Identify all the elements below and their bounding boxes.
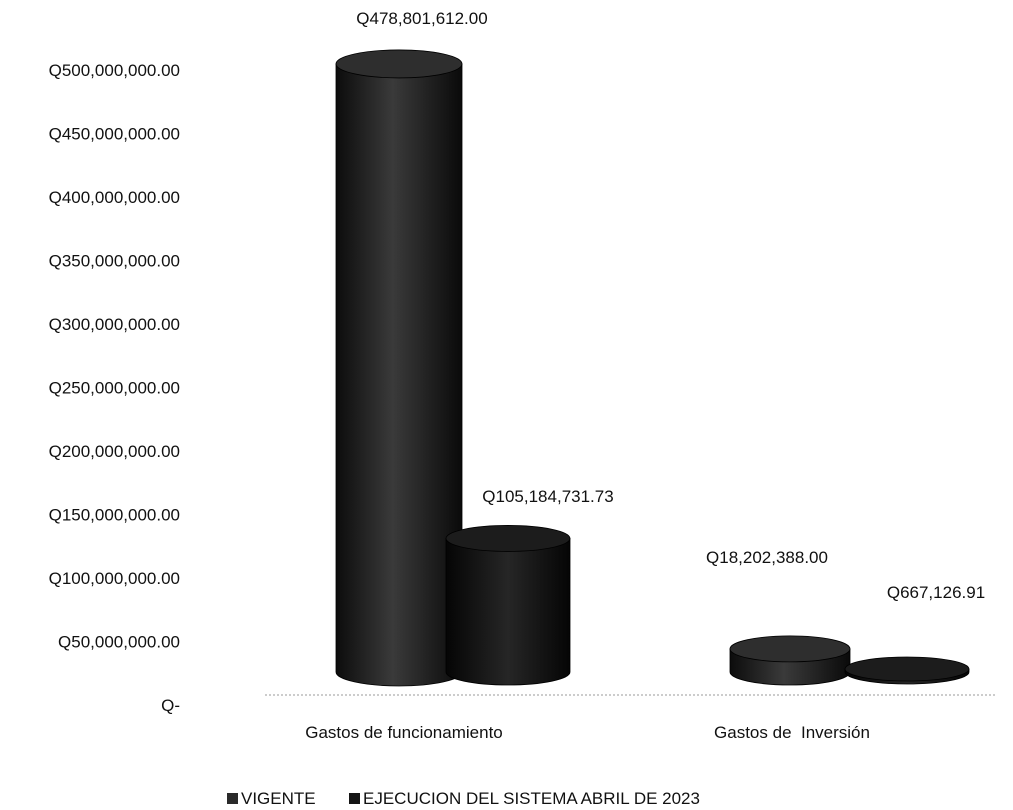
cylinder-top xyxy=(844,656,970,682)
y-tick-label: Q500,000,000.00 xyxy=(49,61,180,80)
legend-swatch xyxy=(227,793,238,804)
legend-label: EJECUCION DEL SISTEMA ABRIL DE 2023 xyxy=(363,789,700,808)
data-label: Q105,184,731.73 xyxy=(482,487,613,506)
data-label: Q667,126.91 xyxy=(887,583,985,602)
y-tick-label: Q400,000,000.00 xyxy=(49,188,180,207)
legend-label: VIGENTE xyxy=(241,789,316,808)
y-tick-label: Q100,000,000.00 xyxy=(49,569,180,588)
cylinder-top xyxy=(729,635,851,663)
category-labels-group: Gastos de funcionamiento Gastos de Invers… xyxy=(305,723,870,742)
y-tick-label: Q350,000,000.00 xyxy=(49,252,180,271)
data-label: Q478,801,612.00 xyxy=(356,9,487,28)
y-tick-label: Q300,000,000.00 xyxy=(49,315,180,334)
y-tick-label: Q450,000,000.00 xyxy=(49,125,180,144)
bars-group xyxy=(335,49,970,687)
data-label: Q18,202,388.00 xyxy=(706,548,828,567)
y-tick-label: Q150,000,000.00 xyxy=(49,506,180,525)
bar-vigente-funcionamiento xyxy=(335,49,463,687)
bar-ejecucion-inversion xyxy=(844,656,970,685)
y-tick-label: Q50,000,000.00 xyxy=(58,633,180,652)
legend-item: EJECUCION DEL SISTEMA ABRIL DE 2023 xyxy=(349,789,700,808)
y-axis: Q- Q50,000,000.00 Q100,000,000.00 Q150,000,… xyxy=(49,61,180,715)
category-label: Gastos de funcionamiento xyxy=(305,723,503,742)
bar-vigente-inversion xyxy=(729,635,851,686)
cylinder-body xyxy=(445,538,571,686)
bar-ejecucion-funcionamiento xyxy=(445,525,571,686)
legend: VIGENTE EJECUCION DEL SISTEMA ABRIL DE 20… xyxy=(227,789,700,808)
legend-item: VIGENTE xyxy=(227,789,316,808)
y-tick-label: Q- xyxy=(161,696,180,715)
cylinder-body xyxy=(335,63,463,687)
data-labels-group: Q478,801,612.00 Q105,184,731.73 Q18,202,38… xyxy=(356,9,985,602)
y-tick-label: Q200,000,000.00 xyxy=(49,442,180,461)
legend-swatch xyxy=(349,793,360,804)
category-label: Gastos de Inversión xyxy=(714,723,870,742)
cylinder-top xyxy=(335,49,463,79)
y-tick-label: Q250,000,000.00 xyxy=(49,379,180,398)
cylinder-top xyxy=(445,525,571,552)
